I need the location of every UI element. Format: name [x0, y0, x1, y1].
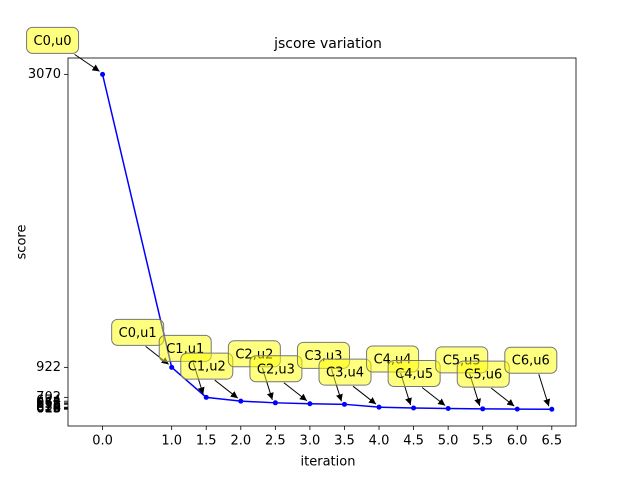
annotation-box: [387, 360, 441, 388]
point: [341, 401, 347, 407]
x-tick-label: 1.5: [196, 434, 217, 449]
y-tick-label: 674: [36, 394, 61, 409]
y-tick-label: 615: [36, 402, 61, 417]
point: [169, 364, 175, 370]
y-tick-label: 655: [36, 396, 61, 411]
y-tick-label: 620: [36, 401, 61, 416]
annotation-arrow: [490, 387, 515, 407]
annotation-arrow: [283, 382, 308, 402]
plot-frame: [67, 57, 577, 427]
point: [411, 405, 417, 411]
annotation-box: [456, 360, 510, 388]
annotation-box: [504, 346, 558, 374]
annotation-box: [26, 26, 80, 54]
annotation: C0,u1: [119, 326, 157, 341]
y-tick-label: 651: [36, 397, 61, 412]
chart-title: jscore variation: [273, 36, 382, 52]
annotation-arrow: [421, 387, 446, 406]
point: [203, 394, 209, 400]
x-tick-label: 5.5: [472, 434, 493, 449]
x-tick-label: 1.0: [161, 434, 182, 449]
y-tick-label: 630: [36, 400, 61, 415]
annotation: C0,u0: [34, 34, 72, 49]
point: [272, 400, 278, 406]
x-tick-label: 6.0: [507, 434, 528, 449]
annotation: C4,u5: [395, 367, 433, 382]
annotation: C3,u4: [326, 366, 364, 381]
y-tick-label: 618: [36, 401, 61, 416]
annotation-arrow: [214, 379, 239, 399]
x-tick-label: 6.5: [541, 434, 562, 449]
annotation: C2,u3: [257, 362, 295, 377]
annotation: C6,u6: [512, 354, 550, 369]
point: [480, 406, 486, 412]
point: [514, 406, 520, 412]
x-tick-label: 2.0: [230, 434, 251, 449]
x-axis-label: iteration: [301, 455, 356, 470]
y-axis-label: score: [15, 225, 30, 260]
annotation: C5,u6: [464, 368, 502, 383]
y-tick-label: 702: [36, 390, 61, 405]
annotation-arrow: [352, 385, 377, 405]
x-tick-label: 4.5: [403, 434, 424, 449]
annotation-arrow: [74, 53, 100, 72]
x-tick-label: 0.0: [92, 434, 113, 449]
x-tick-label: 2.5: [265, 434, 286, 449]
point: [238, 398, 244, 404]
annotation: C1,u2: [188, 360, 226, 375]
y-tick-label: 624: [36, 400, 61, 415]
y-tick-label: 922: [36, 360, 61, 375]
y-tick-label: 3070: [28, 67, 61, 82]
point: [445, 406, 451, 412]
point: [307, 401, 313, 407]
x-tick-label: 4.0: [369, 434, 390, 449]
y-tick-label: 616: [36, 402, 61, 417]
y-tick-label: 662: [36, 395, 61, 410]
x-tick-label: 3.0: [300, 434, 321, 449]
x-tick-label: 5.0: [438, 434, 459, 449]
point: [376, 404, 382, 410]
x-tick-label: 3.5: [334, 434, 355, 449]
annotation-box: [111, 318, 165, 346]
point: [100, 71, 106, 77]
point: [549, 406, 555, 412]
annotation-arrow: [538, 374, 551, 407]
annotation-box: [249, 355, 303, 383]
